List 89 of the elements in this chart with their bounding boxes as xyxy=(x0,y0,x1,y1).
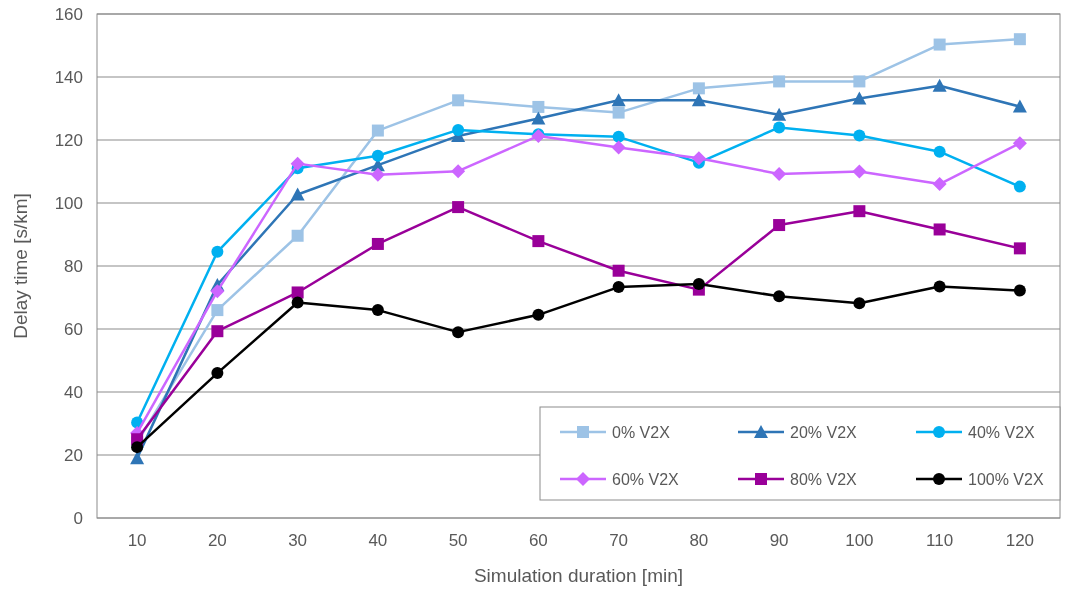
point xyxy=(691,93,706,107)
point xyxy=(291,229,304,242)
point xyxy=(612,264,625,277)
legend-label: 0% V2X xyxy=(612,423,671,441)
point xyxy=(773,75,786,88)
point xyxy=(451,164,466,179)
point xyxy=(1012,136,1027,151)
point xyxy=(611,140,626,155)
point xyxy=(452,94,465,107)
x-tick-label: 90 xyxy=(769,531,789,550)
point xyxy=(612,281,625,294)
point xyxy=(852,91,867,105)
y-tick-label: 0 xyxy=(73,508,83,528)
point xyxy=(692,277,705,290)
x-tick-label: 110 xyxy=(926,531,954,550)
y-tick-label: 140 xyxy=(54,67,83,87)
point xyxy=(210,284,225,299)
point xyxy=(611,93,626,107)
point xyxy=(452,326,465,339)
point xyxy=(773,290,786,303)
point xyxy=(852,164,867,179)
point xyxy=(130,451,145,465)
x-tick-label: 60 xyxy=(528,531,548,550)
point xyxy=(1012,99,1027,113)
x-tick-label: 80 xyxy=(689,531,709,550)
x-tick-label: 70 xyxy=(609,531,629,550)
point xyxy=(532,308,545,321)
legend-label: 20% V2X xyxy=(790,423,858,441)
point xyxy=(452,123,465,136)
point xyxy=(692,82,705,95)
point xyxy=(452,201,465,214)
point xyxy=(691,151,706,166)
point xyxy=(371,124,384,137)
point xyxy=(290,187,305,201)
legend-label: 100% V2X xyxy=(968,470,1044,488)
point xyxy=(1013,180,1026,193)
point xyxy=(612,106,625,119)
point xyxy=(131,441,144,454)
point xyxy=(211,367,224,380)
x-tick-label: 30 xyxy=(288,531,308,550)
point xyxy=(371,149,384,162)
point xyxy=(371,304,384,317)
point xyxy=(211,245,224,258)
point xyxy=(853,75,866,88)
point xyxy=(531,111,546,125)
point xyxy=(290,156,305,171)
point xyxy=(211,325,224,338)
point xyxy=(933,38,946,51)
y-axis-title: Delay time [s/km] xyxy=(10,193,31,339)
y-tick-label: 120 xyxy=(54,130,83,150)
point xyxy=(772,167,787,182)
x-tick-label: 20 xyxy=(207,531,227,550)
point xyxy=(291,286,304,299)
legend-label: 40% V2X xyxy=(968,423,1036,441)
point xyxy=(853,205,866,218)
y-tick-label: 160 xyxy=(54,4,83,24)
point xyxy=(933,145,946,158)
point xyxy=(532,100,545,113)
point xyxy=(932,78,947,92)
point xyxy=(933,280,946,293)
point xyxy=(933,223,946,236)
x-tick-label: 40 xyxy=(368,531,388,550)
point xyxy=(1013,242,1026,255)
point xyxy=(211,304,224,317)
legend-label: 60% V2X xyxy=(612,470,680,488)
point xyxy=(853,297,866,310)
y-tick-label: 20 xyxy=(64,445,83,465)
point xyxy=(773,121,786,134)
x-tick-label: 50 xyxy=(448,531,468,550)
point xyxy=(612,130,625,143)
point xyxy=(932,177,947,192)
x-axis-title: Simulation duration [min] xyxy=(473,565,684,586)
point xyxy=(532,235,545,248)
x-tick-label: 120 xyxy=(1005,531,1035,550)
point xyxy=(371,237,384,250)
point xyxy=(1013,33,1026,46)
point xyxy=(772,107,787,121)
point xyxy=(773,219,786,232)
x-tick-label: 100 xyxy=(845,531,874,550)
x-tick-label: 10 xyxy=(127,531,147,550)
point xyxy=(291,296,304,309)
point xyxy=(853,129,866,142)
y-tick-label: 80 xyxy=(64,256,83,276)
y-tick-label: 60 xyxy=(64,319,83,339)
legend-label: 80% V2X xyxy=(790,470,858,488)
point xyxy=(1013,284,1026,297)
y-tick-label: 100 xyxy=(54,193,83,213)
point xyxy=(370,167,385,182)
y-tick-label: 40 xyxy=(64,382,83,402)
